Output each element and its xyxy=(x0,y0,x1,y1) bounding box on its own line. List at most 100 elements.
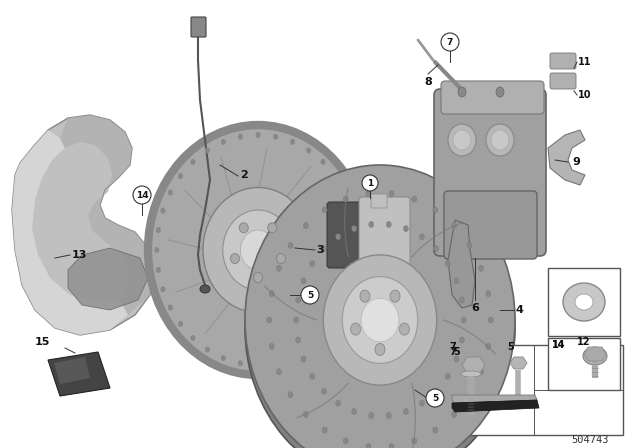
Text: 5: 5 xyxy=(307,290,313,300)
Ellipse shape xyxy=(460,297,465,303)
Ellipse shape xyxy=(488,317,493,323)
FancyBboxPatch shape xyxy=(444,191,537,259)
Ellipse shape xyxy=(255,132,260,138)
Ellipse shape xyxy=(239,223,248,233)
Ellipse shape xyxy=(148,125,368,375)
Polygon shape xyxy=(548,130,585,185)
Ellipse shape xyxy=(223,210,293,290)
Ellipse shape xyxy=(288,242,293,248)
Ellipse shape xyxy=(268,223,276,233)
Ellipse shape xyxy=(322,427,327,433)
Ellipse shape xyxy=(267,317,272,323)
Ellipse shape xyxy=(296,337,301,343)
Ellipse shape xyxy=(321,335,326,341)
Text: 12: 12 xyxy=(577,337,591,347)
Ellipse shape xyxy=(343,196,348,202)
Ellipse shape xyxy=(419,234,424,240)
Text: 10: 10 xyxy=(578,90,591,100)
Ellipse shape xyxy=(321,246,326,252)
Ellipse shape xyxy=(387,413,391,418)
Text: 9: 9 xyxy=(572,157,580,167)
Ellipse shape xyxy=(486,124,514,156)
Ellipse shape xyxy=(290,139,295,145)
FancyBboxPatch shape xyxy=(434,89,546,256)
Text: 1: 1 xyxy=(367,178,373,188)
Ellipse shape xyxy=(445,374,450,379)
Ellipse shape xyxy=(361,298,399,342)
Ellipse shape xyxy=(245,173,515,448)
Ellipse shape xyxy=(433,207,438,213)
Ellipse shape xyxy=(273,360,278,366)
Ellipse shape xyxy=(191,159,195,165)
Ellipse shape xyxy=(303,223,308,228)
Ellipse shape xyxy=(161,286,165,293)
Text: 15: 15 xyxy=(35,337,50,347)
Ellipse shape xyxy=(322,207,327,213)
Ellipse shape xyxy=(389,444,394,448)
Ellipse shape xyxy=(403,409,408,414)
Ellipse shape xyxy=(389,190,394,197)
Ellipse shape xyxy=(351,323,360,335)
Ellipse shape xyxy=(433,246,438,252)
Circle shape xyxy=(133,186,151,204)
Ellipse shape xyxy=(191,335,195,341)
Ellipse shape xyxy=(453,130,471,150)
FancyBboxPatch shape xyxy=(359,197,410,275)
Ellipse shape xyxy=(301,278,306,284)
Ellipse shape xyxy=(575,294,593,310)
Ellipse shape xyxy=(323,255,436,385)
Text: 2: 2 xyxy=(240,170,248,180)
FancyBboxPatch shape xyxy=(441,81,544,114)
Bar xyxy=(318,185,423,295)
Ellipse shape xyxy=(294,317,299,323)
Ellipse shape xyxy=(276,369,282,375)
Ellipse shape xyxy=(496,87,504,97)
Text: 14: 14 xyxy=(552,340,566,350)
Ellipse shape xyxy=(288,392,293,398)
Ellipse shape xyxy=(412,438,417,444)
Ellipse shape xyxy=(458,87,466,97)
Ellipse shape xyxy=(369,413,374,418)
Polygon shape xyxy=(448,220,475,308)
Ellipse shape xyxy=(306,147,311,153)
Text: 5: 5 xyxy=(432,393,438,402)
Ellipse shape xyxy=(355,267,360,273)
Ellipse shape xyxy=(486,344,491,349)
Ellipse shape xyxy=(351,208,356,214)
Text: 7: 7 xyxy=(449,342,456,352)
Ellipse shape xyxy=(221,355,226,361)
Text: 6: 6 xyxy=(471,303,479,313)
Ellipse shape xyxy=(230,254,239,263)
Ellipse shape xyxy=(343,190,348,195)
Ellipse shape xyxy=(351,409,356,414)
Ellipse shape xyxy=(375,344,385,355)
Ellipse shape xyxy=(205,147,210,153)
Polygon shape xyxy=(12,130,128,335)
Ellipse shape xyxy=(403,226,408,232)
FancyBboxPatch shape xyxy=(550,53,576,69)
Ellipse shape xyxy=(310,374,315,379)
Ellipse shape xyxy=(178,173,183,179)
Ellipse shape xyxy=(168,190,173,195)
Ellipse shape xyxy=(238,134,243,140)
Ellipse shape xyxy=(154,247,159,253)
Ellipse shape xyxy=(253,272,262,283)
Ellipse shape xyxy=(333,321,338,327)
Ellipse shape xyxy=(360,290,370,302)
Ellipse shape xyxy=(333,173,338,179)
Ellipse shape xyxy=(366,444,371,448)
Ellipse shape xyxy=(454,278,459,284)
Circle shape xyxy=(426,389,444,407)
Text: 7: 7 xyxy=(447,38,453,47)
Ellipse shape xyxy=(238,360,243,366)
Polygon shape xyxy=(54,357,90,384)
Ellipse shape xyxy=(321,159,326,165)
FancyBboxPatch shape xyxy=(550,73,576,89)
Ellipse shape xyxy=(296,297,301,303)
Ellipse shape xyxy=(433,388,438,394)
Polygon shape xyxy=(452,395,537,403)
Text: 13: 13 xyxy=(72,250,88,260)
Ellipse shape xyxy=(387,221,391,228)
Ellipse shape xyxy=(276,265,282,271)
Polygon shape xyxy=(48,352,110,396)
